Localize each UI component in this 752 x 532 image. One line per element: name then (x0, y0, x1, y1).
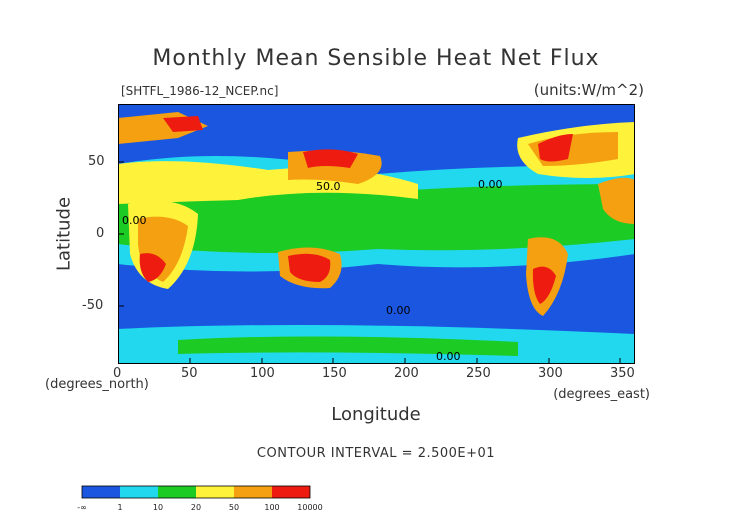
x-tick-label: 200 (394, 366, 419, 381)
colorbar-swatch (120, 486, 158, 498)
europe-red (163, 116, 203, 132)
colorbar-swatch (158, 486, 196, 498)
units-label: (units:W/m^2) (533, 81, 644, 99)
y-tick-label: 50 (88, 154, 105, 169)
y-tick-label: 0 (96, 226, 105, 241)
colorbar-frame (81, 485, 311, 499)
map-title: Monthly Mean Sensible Heat Net Flux (152, 46, 600, 71)
colorbar-swatch (196, 486, 234, 498)
contour-label: 0.00 (386, 304, 411, 317)
colorbar-label: 100 (264, 503, 279, 512)
color-legend: -∞ 1 10 20 50 100 10000 (77, 485, 323, 512)
australia-red (288, 253, 331, 282)
colorbar-label: -∞ (77, 503, 87, 512)
southern-ocean-band (118, 276, 635, 334)
colorbar-label: 50 (229, 503, 239, 512)
flux-map: 0.00 50.0 0.00 0.00 0.00 (118, 104, 635, 364)
contour-label: 0.00 (436, 350, 461, 363)
x-tick-label: 100 (250, 366, 275, 381)
contour-label: 0.00 (478, 178, 503, 191)
x-tick-label: 0 (113, 366, 122, 381)
axis-ticks (118, 161, 621, 364)
x-tick-label: 250 (466, 366, 491, 381)
colorbar-label: 1 (117, 503, 122, 512)
antarctic-green (178, 336, 518, 356)
file-label: [SHTFL_1986-12_NCEP.nc] (121, 84, 279, 98)
y-unit-label: (degrees_north) (45, 377, 149, 392)
contour-label: 0.00 (122, 214, 147, 227)
colorbar-swatch (234, 486, 272, 498)
arctic-blue (118, 104, 635, 152)
north-america-red (538, 134, 573, 162)
x-axis-label: Longitude (331, 404, 421, 425)
x-tick-label: 350 (610, 366, 635, 381)
colorbar-label: 20 (191, 503, 201, 512)
south-america-red (532, 266, 556, 304)
colorbar-label: 10000 (297, 503, 322, 512)
y-tick-label: -50 (82, 298, 104, 313)
x-tick-label: 150 (322, 366, 347, 381)
colorbar-swatch (82, 486, 120, 498)
colorbar-swatch (272, 486, 310, 498)
contour-label: 50.0 (316, 180, 341, 193)
x-unit-label: (degrees_east) (553, 387, 650, 402)
y-axis-label: Latitude (53, 196, 75, 272)
africa-red (139, 253, 166, 282)
contour-interval-label: CONTOUR INTERVAL = 2.500E+01 (256, 446, 496, 461)
colorbar-label: 10 (153, 503, 163, 512)
x-tick-label: 300 (538, 366, 563, 381)
asia-red (303, 149, 358, 168)
x-tick-label: 50 (181, 366, 198, 381)
arabia-orange (598, 177, 635, 224)
